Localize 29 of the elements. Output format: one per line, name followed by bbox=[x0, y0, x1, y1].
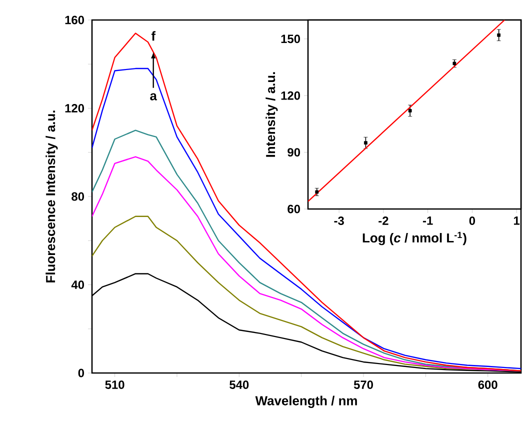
y-tick-label: 60 bbox=[288, 204, 300, 214]
x-axis-title: Log (c / nmol L$^{-1}$) bbox=[362, 232, 466, 246]
x-tick-label: -1 bbox=[422, 216, 433, 225]
x-tick-label: 1 bbox=[514, 216, 520, 225]
x-tick-label: 570 bbox=[354, 380, 373, 389]
y-tick-label: 90 bbox=[288, 148, 300, 157]
y-tick-label: 40 bbox=[71, 280, 84, 289]
annotation: f bbox=[151, 31, 156, 41]
y-tick-label: 0 bbox=[78, 368, 84, 378]
y-tick-label: 150 bbox=[281, 34, 300, 44]
x-tick-label: 540 bbox=[230, 380, 249, 389]
point bbox=[497, 33, 501, 37]
y-axis-title: Fluorescence Intensity / a.u. bbox=[46, 110, 58, 282]
annotation: a bbox=[150, 93, 158, 100]
point bbox=[364, 141, 368, 145]
x-tick-label: -3 bbox=[334, 216, 344, 225]
y-tick-label: 160 bbox=[65, 16, 84, 24]
point bbox=[315, 190, 319, 194]
x-tick-label: 510 bbox=[105, 380, 124, 389]
x-tick-label: 600 bbox=[478, 380, 498, 389]
x-axis-title: Wavelength / nm bbox=[255, 396, 357, 408]
y-tick-label: 120 bbox=[65, 104, 84, 112]
y-axis-title: Intensity / a.u. bbox=[266, 72, 278, 157]
x-tick-label: -2 bbox=[378, 216, 388, 225]
x-tick-label: 0 bbox=[469, 216, 476, 225]
point bbox=[452, 62, 456, 66]
y-tick-label: 120 bbox=[281, 91, 300, 100]
point bbox=[408, 109, 412, 112]
y-tick-label: 80 bbox=[72, 192, 84, 201]
